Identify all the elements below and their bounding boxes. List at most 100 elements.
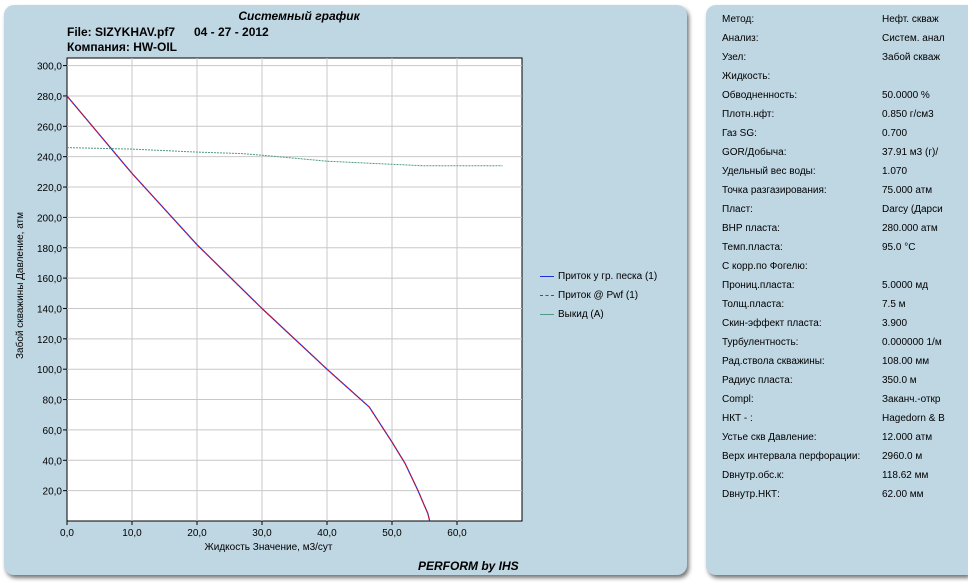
system-chart: 0,0 10,0 20,0 30,0 40,0 50,0 60,0 20,0 40,0 60,0 8… <box>14 57 523 553</box>
param-label: Устье скв Давление: <box>722 432 817 443</box>
param-value: Забой скваж <box>882 52 941 63</box>
param-row: Газ SG: 0.700 <box>706 125 968 144</box>
param-row: ВНР пласта: 280.000 атм <box>706 220 968 239</box>
param-label: Обводненность: <box>722 90 798 101</box>
legend-label: Выкид (A) <box>558 309 604 320</box>
param-row: Пласт: Darcy (Дарси <box>706 201 968 220</box>
param-value: 1.070 <box>882 166 908 177</box>
param-value: Hagedorn & B <box>882 413 945 424</box>
param-value: 50.0000 % <box>882 90 930 101</box>
param-row: Скин-эффект пласта: 3.900 <box>706 315 968 334</box>
chart-panel: Системный график File: SIZYKHAV.pf7 04 -… <box>4 5 687 575</box>
param-row: Темп.пласта: 95.0 °C <box>706 239 968 258</box>
param-row: Толщ.пласта: 7.5 м <box>706 296 968 315</box>
param-value: 2960.0 м <box>882 451 923 462</box>
y-tick-label: 60,0 <box>43 426 63 437</box>
param-value: 350.0 м <box>882 375 917 386</box>
legend-item: Выкид (A) <box>540 305 657 324</box>
param-row: Dвнутр.обс.к: 118.62 мм <box>706 467 968 486</box>
y-tick-label: 120,0 <box>37 335 62 346</box>
param-label: Метод: <box>722 14 755 25</box>
param-label: Dвнутр.НКТ: <box>722 489 780 500</box>
param-label: Прониц.пласта: <box>722 280 795 291</box>
y-tick-label: 180,0 <box>37 244 62 255</box>
param-label: GOR/Добыча: <box>722 147 787 158</box>
param-label: Верх интервала перфорации: <box>722 451 861 462</box>
param-row: Турбулентность: 0.000000 1/м <box>706 334 968 353</box>
param-row: Удельный вес воды: 1.070 <box>706 163 968 182</box>
y-tick-label: 240,0 <box>37 153 62 164</box>
param-value: Darcy (Дарси <box>882 204 943 215</box>
param-row: Верх интервала перфорации: 2960.0 м <box>706 448 968 467</box>
param-value: 0.000000 1/м <box>882 337 942 348</box>
y-tick-label: 300,0 <box>37 62 62 73</box>
y-tick-label: 80,0 <box>43 396 63 407</box>
y-tick-label: 100,0 <box>37 365 62 376</box>
param-label: Compl: <box>722 394 754 405</box>
param-row: Прониц.пласта: 5.0000 мд <box>706 277 968 296</box>
x-tick-label: 50,0 <box>382 528 402 539</box>
param-label: НКТ - : <box>722 413 753 424</box>
y-tick-label: 40,0 <box>43 456 63 467</box>
legend-item: Приток у гр. песка (1) <box>540 267 657 286</box>
legend-item: Приток @ Pwf (1) <box>540 286 657 305</box>
legend-label: Приток у гр. песка (1) <box>558 271 658 282</box>
param-value: 37.91 м3 (г)/ <box>882 147 939 158</box>
legend-swatch-blue <box>540 276 554 277</box>
param-label: Газ SG: <box>722 128 757 139</box>
param-label: Толщ.пласта: <box>722 299 785 310</box>
param-value: 3.900 <box>882 318 908 329</box>
y-tick-label: 260,0 <box>37 122 62 133</box>
y-tick-label: 20,0 <box>43 487 63 498</box>
y-tick-label: 280,0 <box>37 92 62 103</box>
series-line-3 <box>66 147 503 167</box>
y-tick-label: 200,0 <box>37 213 62 224</box>
param-label: Радиус пласта: <box>722 375 793 386</box>
param-label: Dвнутр.обс.к: <box>722 470 785 481</box>
x-tick-label: 20,0 <box>187 528 207 539</box>
param-label: Турбулентность: <box>722 337 799 348</box>
legend-swatch-green <box>540 314 554 315</box>
param-row: Точка разгазирования: 75.000 атм <box>706 182 968 201</box>
y-tick-label: 220,0 <box>37 183 62 194</box>
param-value: 95.0 °C <box>882 242 916 253</box>
footer-credit: PERFORM by IHS <box>418 559 519 573</box>
param-label: Пласт: <box>722 204 753 215</box>
param-value: Систем. анал <box>882 33 945 44</box>
x-tick-label: 60,0 <box>447 528 467 539</box>
plot-area <box>66 57 523 522</box>
param-row: Жидкость: <box>706 68 968 87</box>
param-value: 5.0000 мд <box>882 280 929 291</box>
param-label: Скин-эффект пласта: <box>722 318 822 329</box>
param-row: Dвнутр.НКТ: 62.00 мм <box>706 486 968 505</box>
param-label: Узел: <box>722 52 747 63</box>
param-value: 12.000 атм <box>882 432 933 443</box>
param-value: 108.00 мм <box>882 356 930 367</box>
parameters-panel: Метод: Нефт. скваж Анализ: Систем. анал Уз… <box>706 5 968 575</box>
y-axis-label: Забой скважины Давление, атм <box>14 212 26 359</box>
param-label: Жидкость: <box>722 71 771 82</box>
y-tick-label: 140,0 <box>37 304 62 315</box>
param-value: Нефт. скваж <box>882 14 939 25</box>
param-label: Анализ: <box>722 33 759 44</box>
param-label: Точка разгазирования: <box>722 185 827 196</box>
param-label: Рад.ствола скважины: <box>722 356 825 367</box>
param-row: Плотн.нфт: 0.850 г/см3 <box>706 106 968 125</box>
x-tick-label: 40,0 <box>317 528 337 539</box>
param-label: ВНР пласта: <box>722 223 780 234</box>
param-row: Метод: Нефт. скваж <box>706 11 968 30</box>
series-line-2 <box>66 95 431 522</box>
param-row: НКТ - : Hagedorn & B <box>706 410 968 429</box>
chart-legend: Приток у гр. песка (1) Приток @ Pwf (1) … <box>540 267 657 324</box>
param-row: GOR/Добыча: 37.91 м3 (г)/ <box>706 144 968 163</box>
param-label: Темп.пласта: <box>722 242 783 253</box>
param-label: С корр.по Фогелю: <box>722 261 808 272</box>
param-value: 280.000 атм <box>882 223 938 234</box>
param-value: 0.850 г/см3 <box>882 109 934 120</box>
param-row: Обводненность: 50.0000 % <box>706 87 968 106</box>
y-tick-label: 160,0 <box>37 274 62 285</box>
param-value: 62.00 мм <box>882 489 924 500</box>
chart-title: Системный график <box>238 9 360 23</box>
x-axis-label: Жидкость Значение, м3/сут <box>205 542 333 553</box>
param-value: Заканч.-откр <box>882 394 941 405</box>
